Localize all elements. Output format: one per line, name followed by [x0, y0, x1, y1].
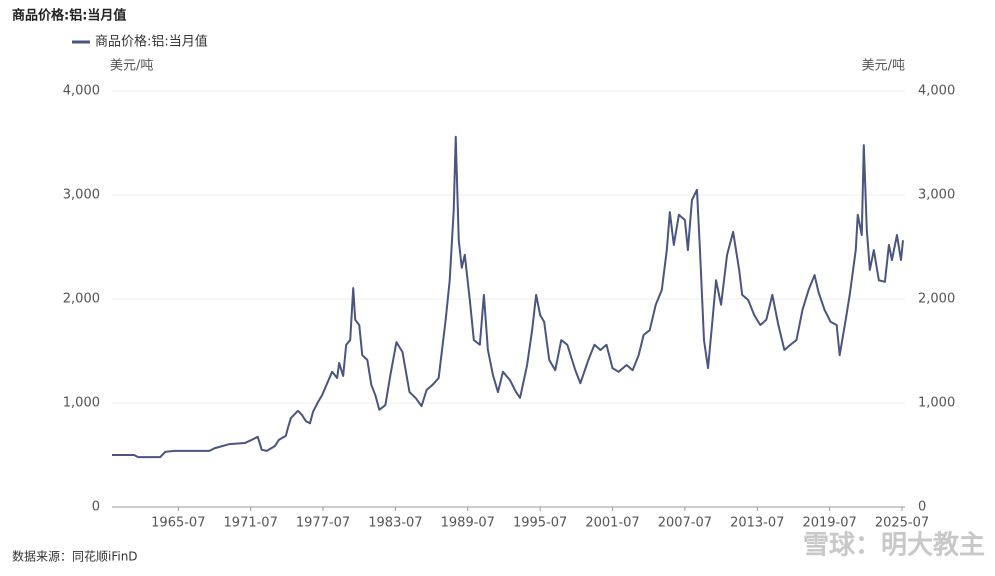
watermark: 雪球：明大教主: [803, 531, 985, 561]
x-tick-label: 2019-07: [802, 516, 856, 531]
x-tick-label: 1983-07: [368, 516, 422, 531]
x-tick-label: 1977-07: [296, 516, 350, 531]
x-tick-label: 1965-07: [151, 516, 205, 531]
chart-title: 商品价格:铝:当月值: [12, 8, 126, 24]
x-tick-label: 1995-07: [513, 516, 567, 531]
y2-tick-label: 3,000: [918, 188, 955, 203]
series-line: [112, 135, 904, 459]
x-tick-label: 2013-07: [730, 516, 784, 531]
y-tick-label: 0: [92, 500, 100, 515]
y2-tick-label: 0: [918, 500, 926, 515]
x-tick-label: 1971-07: [224, 516, 278, 531]
legend-label: 商品价格:铝:当月值: [95, 34, 208, 50]
y2-tick-label: 2,000: [918, 292, 955, 307]
y-tick-label: 3,000: [63, 188, 100, 203]
y-axis-label: 美元/吨: [110, 59, 153, 74]
x-tick-label: 1989-07: [441, 516, 495, 531]
x-tick-label: 2007-07: [658, 516, 712, 531]
y-tick-label: 4,000: [63, 84, 100, 99]
y-tick-label: 1,000: [63, 396, 100, 411]
x-tick-label: 2025-07: [875, 516, 929, 531]
y2-axis-label: 美元/吨: [862, 59, 905, 74]
x-tick-label: 2001-07: [585, 516, 639, 531]
y-tick-label: 2,000: [63, 292, 100, 307]
source-note: 数据来源：同花顺iFinD: [12, 549, 138, 564]
y2-tick-label: 4,000: [918, 84, 955, 99]
y2-tick-label: 1,000: [918, 396, 955, 411]
